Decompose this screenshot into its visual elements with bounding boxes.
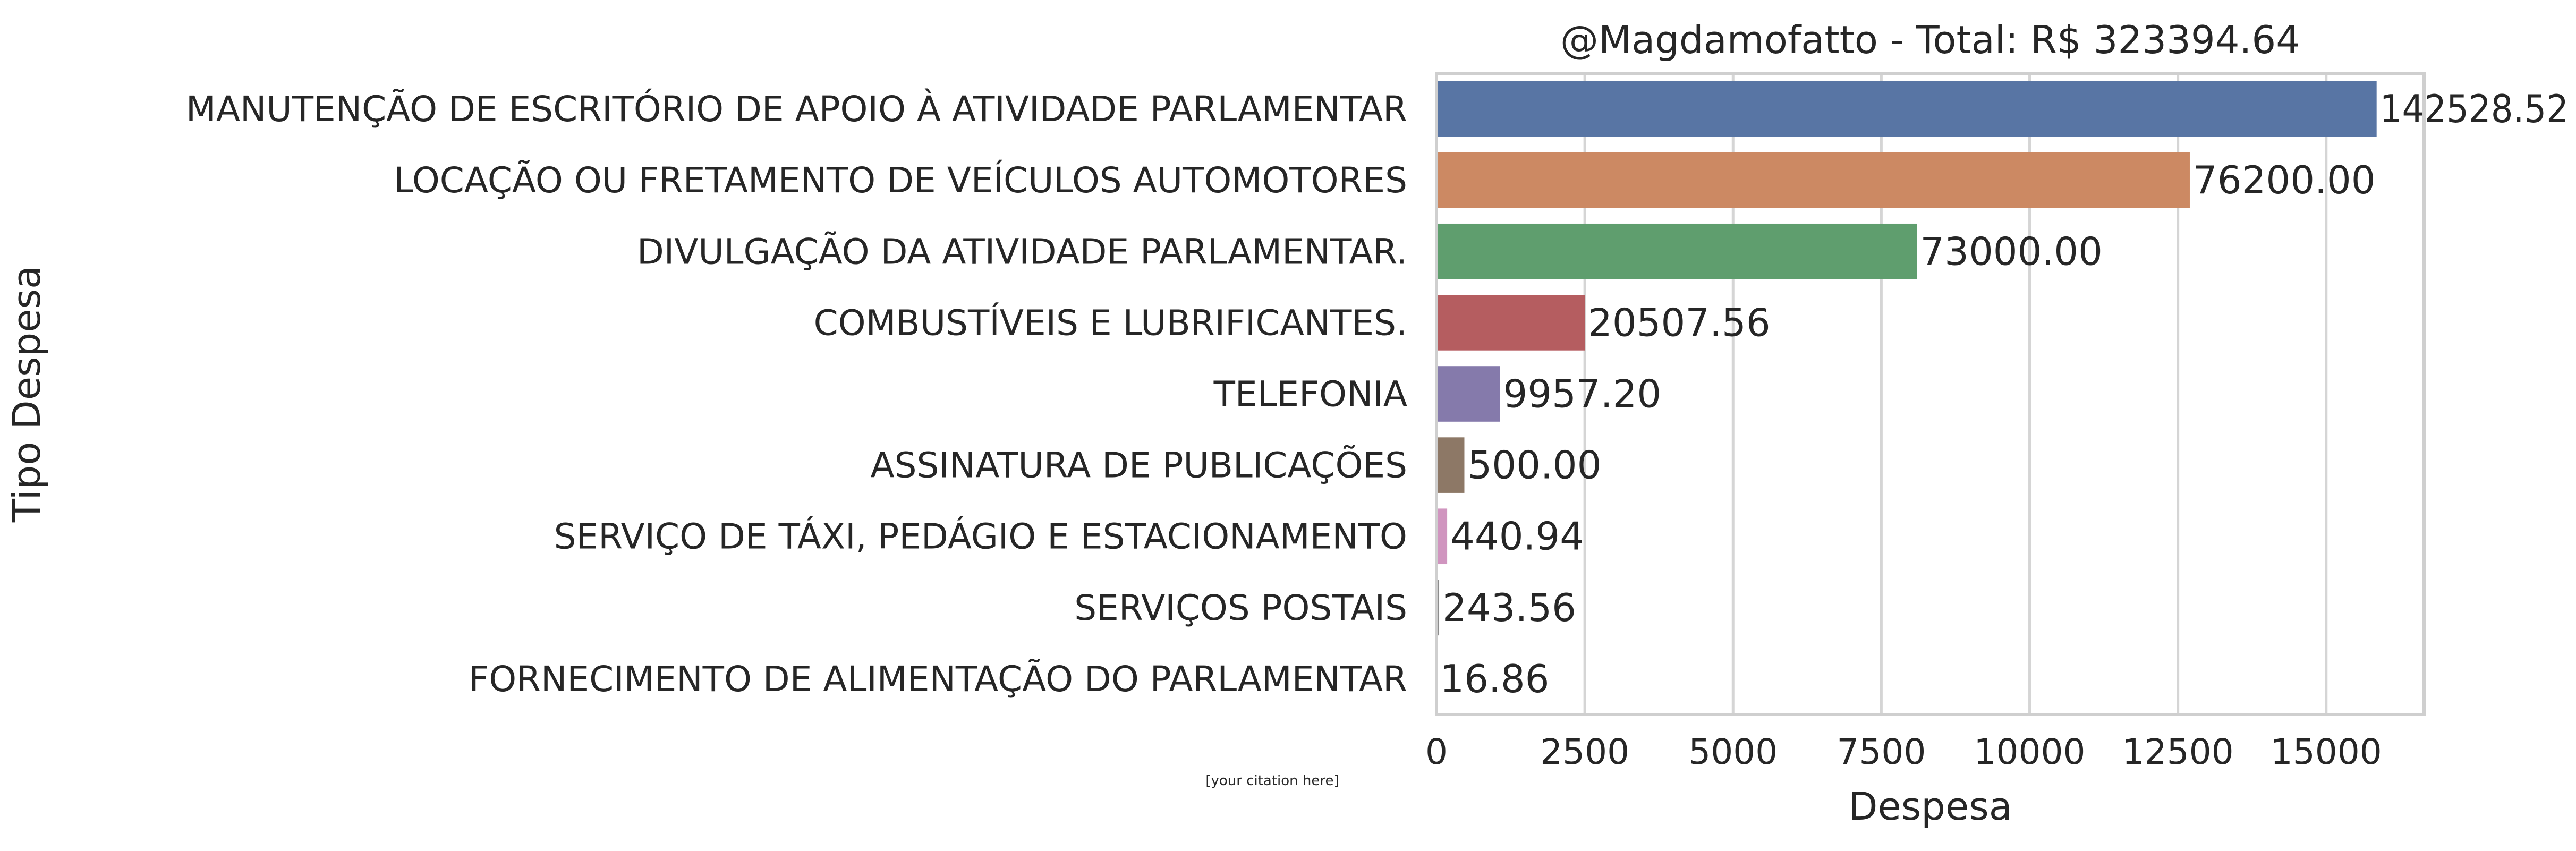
bar <box>1436 81 2377 137</box>
value-label: 16.86 <box>1440 657 1549 701</box>
category-label: LOCAÇÃO OU FRETAMENTO DE VEÍCULOS AUTOMO… <box>394 159 1407 201</box>
bar <box>1436 152 2190 208</box>
x-tick-label: 7500 <box>1837 731 1926 772</box>
value-label: 73000.00 <box>1920 229 2103 274</box>
x-axis-label: Despesa <box>1848 784 2012 829</box>
y-axis-label: Tipo Despesa <box>4 266 49 523</box>
x-tick-label: 2500 <box>1540 731 1629 772</box>
category-label: ASSINATURA DE PUBLICAÇÕES <box>870 445 1407 486</box>
category-labels: MANUTENÇÃO DE ESCRITÓRIO DE APOIO À ATIV… <box>186 89 1407 700</box>
category-label: SERVIÇO DE TÁXI, PEDÁGIO E ESTACIONAMENT… <box>554 516 1407 557</box>
value-label: 20507.56 <box>1588 300 1771 345</box>
x-tick-label: 15000 <box>2271 731 2382 772</box>
bar <box>1436 295 1585 351</box>
x-tick-labels: 0 2500 5000 7500 10000 12500 15000 <box>1425 731 2382 772</box>
category-label: TELEFONIA <box>1213 374 1407 415</box>
x-tick-label: 5000 <box>1688 731 1778 772</box>
x-tick-label: 10000 <box>1974 731 2086 772</box>
category-label: SERVIÇOS POSTAIS <box>1074 588 1407 628</box>
value-label: 9957.20 <box>1503 372 1661 416</box>
value-label: 142528.52 <box>2380 87 2569 131</box>
bar <box>1436 224 1917 279</box>
value-label: 500.00 <box>1467 443 1601 488</box>
value-label: 76200.00 <box>2193 158 2376 202</box>
value-label: 440.94 <box>1450 514 1584 559</box>
chart-title: @Magdamofatto - Total: R$ 323394.64 <box>1560 18 2300 62</box>
category-label: DIVULGAÇÃO DA ATIVIDADE PARLAMENTAR. <box>637 231 1407 272</box>
bar <box>1436 508 1447 564</box>
value-label: 243.56 <box>1442 585 1576 630</box>
category-label: COMBUSTÍVEIS E LUBRIFICANTES. <box>814 302 1407 343</box>
category-label: MANUTENÇÃO DE ESCRITÓRIO DE APOIO À ATIV… <box>186 89 1407 130</box>
citation-text: [your citation here] <box>1205 773 1339 789</box>
x-tick-label: 0 <box>1425 731 1448 772</box>
x-tick-label: 12500 <box>2122 731 2234 772</box>
category-label: FORNECIMENTO DE ALIMENTAÇÃO DO PARLAMENT… <box>469 659 1407 700</box>
bar <box>1436 437 1464 493</box>
bar <box>1436 366 1500 422</box>
